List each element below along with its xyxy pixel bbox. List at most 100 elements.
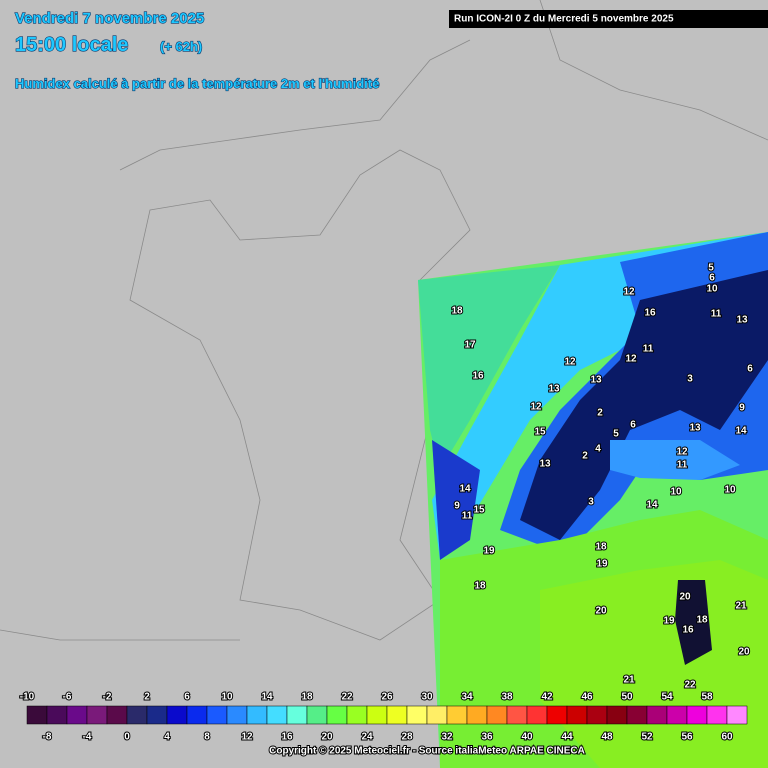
colorbar-cell: [266, 705, 288, 725]
colorbar-label: -8: [43, 732, 52, 743]
contour-label: 20: [679, 592, 691, 603]
colorbar-label: 8: [204, 732, 210, 743]
contour-label: 18: [451, 306, 463, 317]
contour-label: 12: [564, 357, 576, 368]
contour-label: 6: [747, 364, 753, 375]
run-text: Run ICON-2I 0 Z du Mercredi 5 novembre 2…: [454, 14, 674, 25]
colorbar-label: 14: [261, 692, 273, 703]
contour-label: 2: [582, 451, 588, 462]
colorbar-cell: [246, 705, 268, 725]
contour-label: 6: [709, 273, 715, 284]
contour-label: 10: [724, 485, 736, 496]
contour-label: 17: [464, 340, 476, 351]
colorbar-label: 16: [281, 732, 293, 743]
colorbar-label: 34: [461, 692, 473, 703]
colorbar-cell: [306, 705, 328, 725]
colorbar-label: 58: [701, 692, 713, 703]
contour-label: 18: [595, 542, 607, 553]
colorbar-label: -6: [63, 692, 72, 703]
colorbar-label: 42: [541, 692, 553, 703]
colorbar-label: -2: [103, 692, 112, 703]
contour-label: 14: [459, 484, 471, 495]
colorbar-label: 50: [621, 692, 633, 703]
contour-label: 16: [644, 308, 656, 319]
contour-label: 16: [472, 371, 484, 382]
colorbar-cell: [286, 705, 308, 725]
colorbar-cell: [566, 705, 588, 725]
contour-label: 11: [711, 309, 722, 320]
colorbar-cell: [626, 705, 648, 725]
colorbar-cell: [346, 705, 368, 725]
contour-label: 13: [539, 459, 551, 470]
contour-label: 13: [689, 423, 701, 434]
contour-label: 3: [687, 374, 693, 385]
colorbar-label: 38: [501, 692, 513, 703]
colorbar-label: 0: [124, 732, 130, 743]
contour-label: 6: [630, 420, 636, 431]
colorbar-label: 52: [641, 732, 653, 743]
contour-label: 19: [663, 616, 675, 627]
colorbar-label: 10: [221, 692, 233, 703]
colorbar-cell: [86, 705, 108, 725]
colorbar-cell: [426, 705, 448, 725]
colorbar-cell: [686, 705, 708, 725]
colorbar-cell: [366, 705, 388, 725]
colorbar-cell: [166, 705, 188, 725]
contour-label: 16: [682, 625, 694, 636]
contour-label: 13: [736, 315, 748, 326]
colorbar-label: 4: [164, 732, 170, 743]
colorbar-cell: [466, 705, 488, 725]
contour-label: 10: [706, 284, 718, 295]
colorbar: -10 -6 -2 2 6 10 14 18 22 26 30 34 38 42 46 50 54 58-8 -4 0…: [19, 691, 748, 744]
contour-label: 9: [454, 501, 460, 512]
description: Humidex calculé à partir de la températu…: [15, 76, 379, 91]
colorbar-label: 40: [521, 732, 533, 743]
contour-label: 12: [676, 447, 688, 458]
contour-label: 5: [613, 429, 619, 440]
colorbar-cell: [586, 705, 608, 725]
colorbar-cell: [206, 705, 228, 725]
colorbar-label: 60: [721, 732, 733, 743]
country-borders: [0, 0, 768, 641]
colorbar-label: 46: [581, 692, 593, 703]
contour-label: 18: [474, 581, 486, 592]
contour-label: 14: [646, 500, 658, 511]
contour-label: 22: [684, 680, 696, 691]
colorbar-cell: [646, 705, 668, 725]
colorbar-cell: [526, 705, 548, 725]
colorbar-label: 36: [481, 732, 493, 743]
colorbar-cell: [606, 705, 628, 725]
colorbar-cell: [406, 705, 428, 725]
colorbar-label: 12: [241, 732, 253, 743]
colorbar-cell: [486, 705, 508, 725]
contour-label: 19: [483, 546, 495, 557]
contour-label: 15: [473, 505, 485, 516]
colorbar-cell: [106, 705, 128, 725]
colorbar-cell: [706, 705, 728, 725]
colorbar-label: 56: [681, 732, 693, 743]
colorbar-label: 44: [561, 732, 573, 743]
colorbar-label: 6: [184, 692, 190, 703]
colorbar-cell: [126, 705, 148, 725]
colorbar-cell: [326, 705, 348, 725]
colorbar-label: 32: [441, 732, 453, 743]
colorbar-cell: [146, 705, 168, 725]
copyright: Copyright © 2025 Meteociel.fr - Source i…: [269, 746, 585, 757]
contour-label: 5: [708, 263, 714, 274]
colorbar-label: 30: [421, 692, 433, 703]
contour-label: 20: [738, 647, 750, 658]
colorbar-label: 28: [401, 732, 413, 743]
contour-label: 12: [530, 402, 542, 413]
contour-label: 10: [670, 487, 682, 498]
colorbar-cell: [66, 705, 88, 725]
contour-label: 13: [548, 384, 560, 395]
contour-label: 12: [625, 354, 637, 365]
date: Vendredi 7 novembre 2025: [15, 10, 204, 27]
contour-label: 12: [623, 287, 635, 298]
colorbar-cell: [226, 705, 248, 725]
colorbar-cell: [26, 705, 48, 725]
contour-label: 13: [590, 375, 602, 386]
contour-label: 14: [735, 426, 747, 437]
